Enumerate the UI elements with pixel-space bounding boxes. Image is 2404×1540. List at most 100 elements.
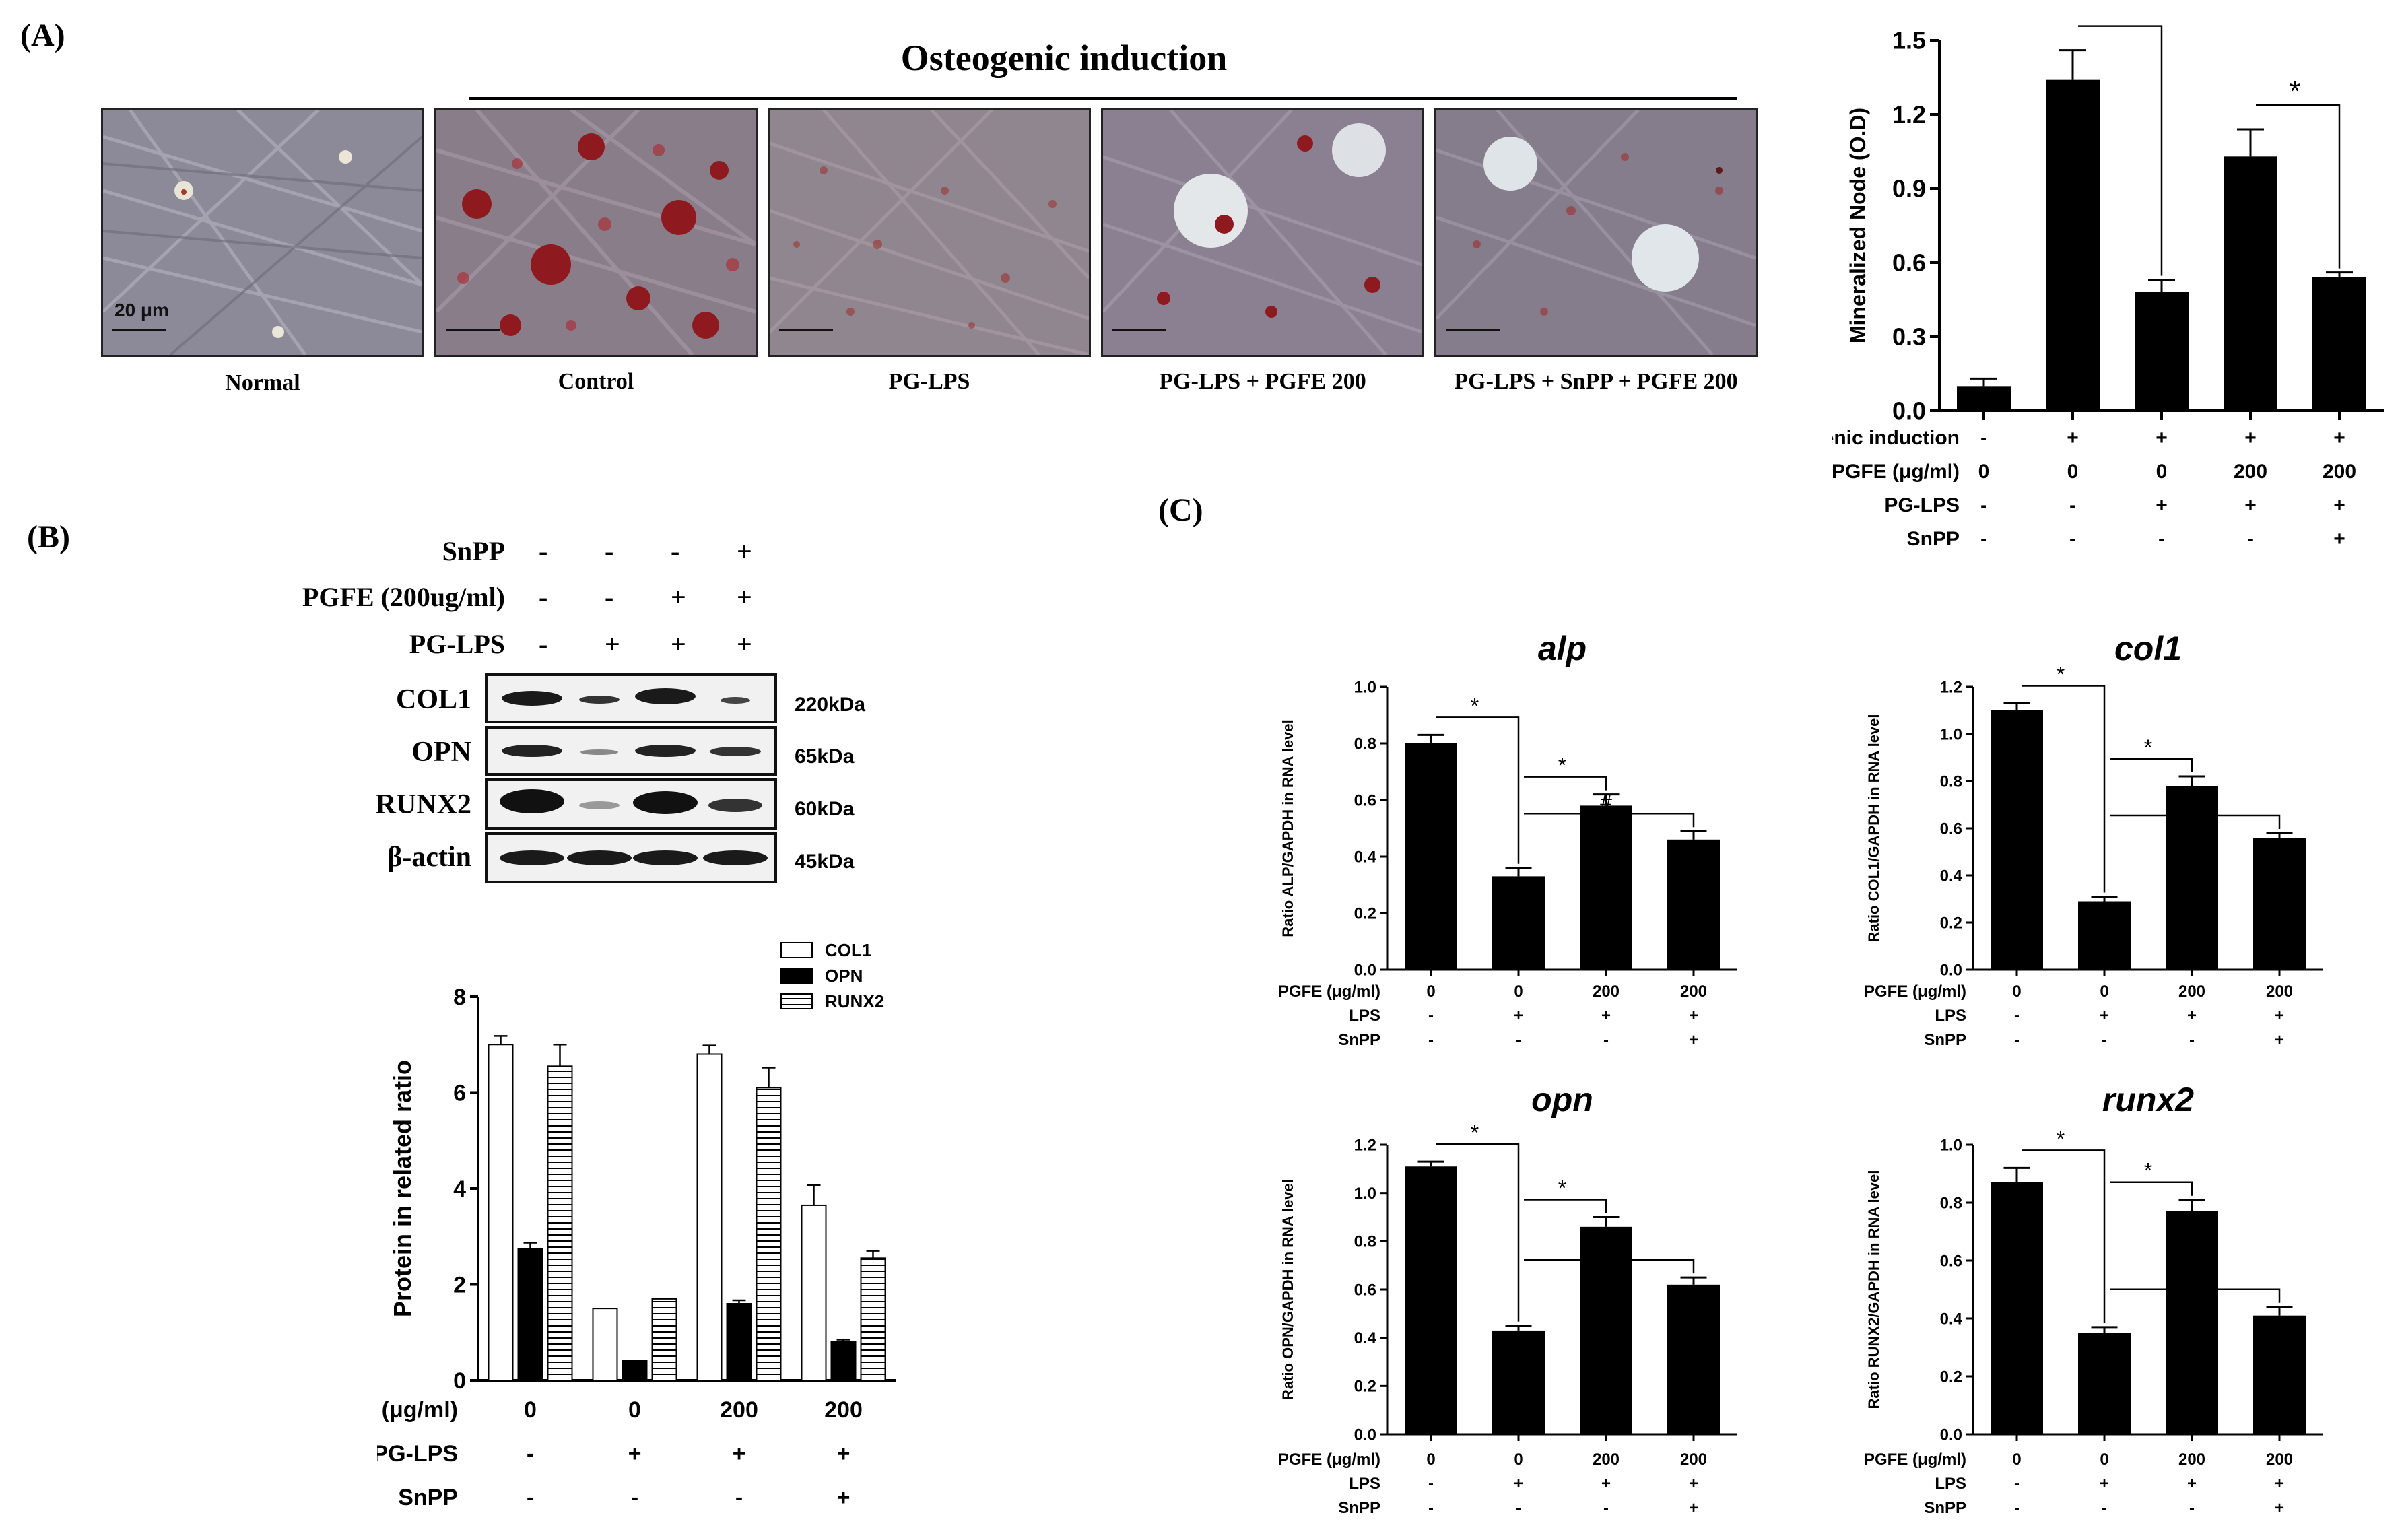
significance-bracket — [2256, 104, 2341, 269]
blot-bands — [485, 673, 777, 883]
blot-sign: - — [605, 582, 614, 612]
condition-row-label: PGFE (μg/ml) — [377, 1397, 458, 1423]
y-axis-label: Ratio ALP/GAPDH in RNA level — [1279, 719, 1296, 937]
condition-row-label: Osteogenic induction — [1832, 427, 1960, 449]
condition-value: + — [2275, 1031, 2284, 1049]
condition-row-label: SnPP — [398, 1485, 458, 1510]
condition-value: 0 — [628, 1397, 641, 1423]
significance-mark: * — [1558, 1176, 1566, 1201]
condition-value: - — [1516, 1499, 1521, 1517]
condition-value: 0 — [2067, 461, 2079, 483]
condition-row-label: PG-LPS — [1884, 494, 1960, 516]
micrograph-control — [434, 108, 758, 357]
legend-swatch — [780, 993, 813, 1009]
significance-bracket — [2078, 25, 2163, 276]
bar — [1991, 1182, 2043, 1434]
bar — [1991, 710, 2043, 970]
y-tick-label: 0.2 — [1940, 914, 1962, 932]
bar — [2166, 786, 2218, 970]
induction-label: Osteogenic induction — [900, 38, 1228, 78]
condition-row-label: LPS — [1349, 1007, 1380, 1025]
condition-row-label: PGFE (μg/ml) — [1278, 982, 1380, 1001]
chart-title: col1 — [2114, 630, 2182, 667]
y-tick-label: 0.0 — [1940, 1426, 1962, 1444]
bar — [1667, 839, 1720, 970]
blot-protein-label: β-actin — [387, 842, 471, 873]
bar — [756, 1087, 782, 1381]
condition-value: 200 — [1593, 982, 1620, 1001]
micrograph-pg-lps-snpp-pgfe — [1434, 108, 1758, 357]
significance-mark: * — [1558, 754, 1566, 778]
legend-swatch — [780, 968, 813, 984]
condition-value: 0 — [1978, 461, 1990, 483]
y-tick-label: 0.6 — [1354, 791, 1376, 809]
y-tick-label: 0.2 — [1354, 904, 1376, 923]
chart-title: opn — [1531, 1081, 1593, 1118]
bar — [1580, 805, 1632, 970]
y-tick-label: 1.0 — [1354, 678, 1376, 696]
chart-title: runx2 — [2102, 1081, 2194, 1118]
condition-row-label: SnPP — [1338, 1031, 1380, 1049]
condition-value: + — [1514, 1007, 1523, 1025]
condition-value: - — [2069, 494, 2076, 516]
blot-sign: + — [737, 629, 752, 659]
bar — [1667, 1284, 1720, 1434]
y-axis-label: Ratio COL1/GAPDH in RNA level — [1865, 714, 1882, 942]
condition-value: - — [2102, 1499, 2107, 1517]
y-axis-label: Ratio OPN/GAPDH in RNA level — [1279, 1179, 1296, 1400]
y-tick-label: 0.8 — [1354, 1233, 1376, 1251]
y-tick-label: 0.9 — [1892, 175, 1926, 203]
condition-value: + — [2244, 427, 2257, 449]
significance-bracket — [1524, 1259, 1695, 1274]
bar — [2312, 277, 2366, 411]
significance-mark: * — [2057, 663, 2065, 687]
condition-value: + — [2100, 1475, 2109, 1493]
significance-mark: # — [2186, 1266, 2198, 1290]
micrograph-pg-lps-pgfe — [1101, 108, 1424, 357]
blot-sign: + — [671, 629, 686, 659]
significance-bracket — [1524, 776, 1607, 791]
condition-value: 0 — [2100, 982, 2108, 1001]
blot-protein-label: COL1 — [395, 684, 471, 715]
blot-sign: - — [539, 582, 548, 612]
condition-row-label: PGFE (μg/ml) — [1864, 1450, 1966, 1469]
caption-pg-lps: PG-LPS — [888, 369, 970, 394]
condition-value: + — [837, 1485, 850, 1510]
chart-protein-ratio: 0 2 4 6 8 Protein in related ratio COL1 OPN RUNX… — [377, 940, 896, 1510]
caption-pg-lps-pgfe: PG-LPS + PGFE 200 — [1159, 369, 1366, 394]
condition-value: 0 — [2012, 1450, 2021, 1469]
condition-value: - — [1980, 528, 1987, 550]
condition-value: - — [2189, 1031, 2195, 1049]
bar — [2135, 292, 2189, 411]
bar — [1405, 743, 1457, 970]
condition-value: + — [2187, 1475, 2197, 1493]
condition-row-label: SnPP — [1338, 1499, 1380, 1517]
condition-value: - — [2189, 1499, 2195, 1517]
condition-value: 0 — [2156, 461, 2168, 483]
y-tick-label: 8 — [453, 984, 466, 1010]
condition-value: - — [1428, 1499, 1434, 1517]
significance-bracket — [1524, 812, 1695, 828]
condition-value: - — [1516, 1031, 1521, 1049]
caption-pg-lps-snpp-pgfe: PG-LPS + SnPP + PGFE 200 — [1454, 369, 1738, 394]
legend-label: OPN — [825, 966, 863, 986]
condition-value: - — [527, 1485, 534, 1510]
condition-value: - — [527, 1441, 534, 1467]
significance-bracket — [2110, 814, 2281, 829]
blot-sign: + — [737, 536, 752, 566]
blot-protein-label: RUNX2 — [375, 789, 471, 820]
condition-value: - — [1603, 1499, 1609, 1517]
condition-value: 0 — [2100, 1450, 2108, 1469]
y-tick-label: 0.2 — [1354, 1378, 1376, 1396]
condition-value: - — [1428, 1475, 1434, 1493]
chart-title: alp — [1538, 630, 1587, 667]
bar — [2253, 838, 2306, 970]
significance-mark: * — [2111, 13, 2123, 29]
y-tick-label: 0.0 — [1354, 1426, 1376, 1444]
chart-alp: 0.0 0.2 0.4 0.6 0.8 1.0 Ratio ALP/GAPDH in RNA… — [1278, 630, 1737, 1049]
bar — [517, 1248, 543, 1381]
y-tick-label: 0.8 — [1940, 1194, 1962, 1212]
condition-value: + — [1601, 1007, 1611, 1025]
condition-row-label: LPS — [1935, 1475, 1966, 1493]
significance-mark: * — [2289, 75, 2300, 108]
